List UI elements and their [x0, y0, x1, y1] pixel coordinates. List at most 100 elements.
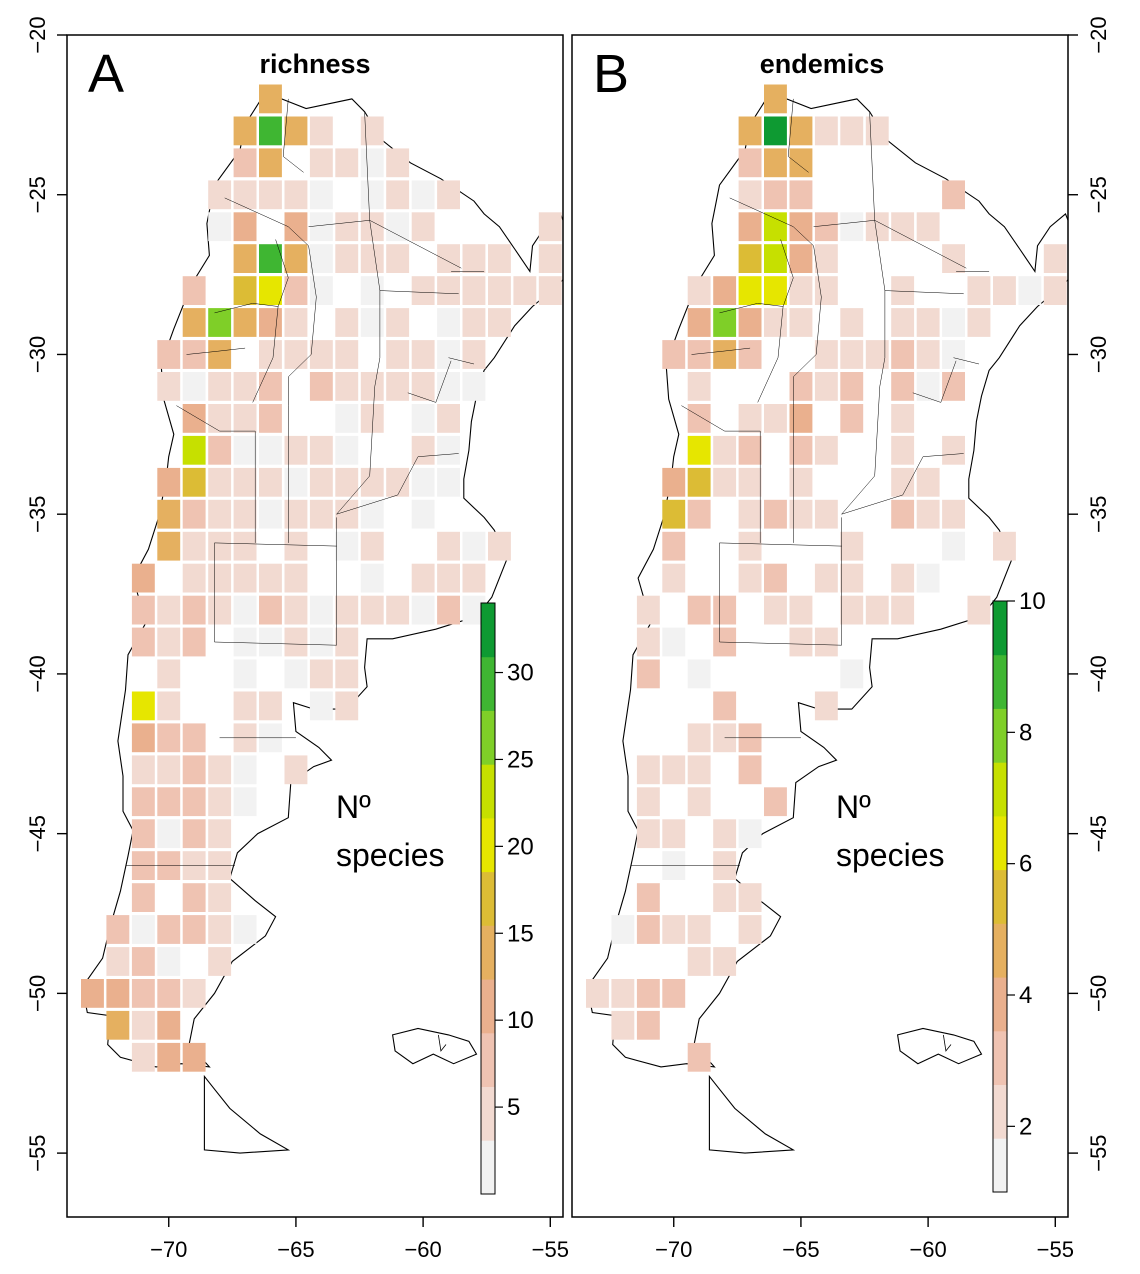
- grid-cell: [739, 436, 762, 465]
- grid-cell: [208, 532, 231, 561]
- colorbar-swatch: [481, 657, 495, 711]
- grid-cell: [285, 500, 308, 529]
- grid-cell: [259, 85, 282, 114]
- grid-cell: [285, 596, 308, 625]
- grid-cell: [285, 340, 308, 369]
- grid-cell: [891, 596, 914, 625]
- grid-cell: [688, 723, 711, 752]
- grid-cell: [463, 372, 486, 401]
- grid-cell: [891, 308, 914, 337]
- grid-cell: [790, 117, 813, 146]
- grid-cell: [463, 564, 486, 593]
- grid-cell: [942, 372, 965, 401]
- grid-cell: [891, 564, 914, 593]
- grid-cell: [132, 723, 155, 752]
- grid-cell: [891, 436, 914, 465]
- grid-cell: [713, 692, 736, 721]
- grid-cell: [713, 340, 736, 369]
- grid-cell: [662, 819, 685, 848]
- grid-cell: [259, 564, 282, 593]
- grid-cell: [764, 596, 787, 625]
- grid-cell: [713, 308, 736, 337]
- y-tick-label: −30: [1086, 336, 1111, 373]
- grid-cell: [208, 883, 231, 912]
- grid-cell: [437, 532, 460, 561]
- grid-cell: [662, 628, 685, 657]
- grid-cell: [183, 372, 206, 401]
- grid-cell: [310, 500, 333, 529]
- grid-cell: [234, 117, 257, 146]
- grid-cell: [285, 755, 308, 784]
- grid-cell: [866, 340, 889, 369]
- grid-cell: [208, 500, 231, 529]
- grid-cell: [183, 468, 206, 497]
- grid-cell: [437, 180, 460, 209]
- grid-cell: [891, 468, 914, 497]
- grid-cell: [310, 244, 333, 273]
- grid-cell: [662, 755, 685, 784]
- y-tick-label: −40: [1086, 655, 1111, 692]
- grid-cell: [208, 468, 231, 497]
- grid-cell: [361, 308, 384, 337]
- colorbar-label: 2: [1019, 1113, 1032, 1140]
- grid-cell: [611, 915, 634, 944]
- grid-cell: [234, 244, 257, 273]
- grid-cell: [790, 596, 813, 625]
- grid-cell: [386, 180, 409, 209]
- grid-cell: [1044, 276, 1067, 305]
- grid-cell: [361, 180, 384, 209]
- grid-cell: [739, 883, 762, 912]
- grid-cell: [183, 979, 206, 1008]
- grid-cell: [81, 979, 104, 1008]
- grid-cell: [891, 212, 914, 241]
- grid-cell: [891, 340, 914, 369]
- grid-cell: [968, 596, 991, 625]
- grid-cell: [234, 468, 257, 497]
- grid-cell: [815, 276, 838, 305]
- grid-cell: [790, 180, 813, 209]
- grid-cell: [1069, 244, 1092, 273]
- grid-cell: [815, 500, 838, 529]
- grid-cell: [157, 819, 180, 848]
- grid-cell: [437, 308, 460, 337]
- grid-cell: [183, 500, 206, 529]
- grid-cell: [132, 979, 155, 1008]
- grid-cell: [412, 596, 435, 625]
- y-tick-label: −40: [25, 655, 50, 692]
- y-tick-label: −50: [25, 975, 50, 1012]
- grid-cell: [739, 500, 762, 529]
- grid-cell: [688, 308, 711, 337]
- grid-cell: [361, 532, 384, 561]
- grid-cell: [183, 308, 206, 337]
- colorbar-swatch: [993, 1085, 1007, 1139]
- colorbar-swatch: [481, 1033, 495, 1087]
- grid-cell: [764, 787, 787, 816]
- grid-cell: [917, 308, 940, 337]
- grid-cell: [259, 308, 282, 337]
- grid-cell: [234, 180, 257, 209]
- falkland-islands: [393, 1029, 477, 1064]
- grid-cell: [1044, 244, 1067, 273]
- falklands-outline: [898, 1029, 982, 1064]
- grid-cell: [183, 628, 206, 657]
- grid-cell: [234, 596, 257, 625]
- grid-cell: [993, 276, 1016, 305]
- grid-cell: [412, 404, 435, 433]
- grid-cell: [183, 883, 206, 912]
- grid-cell: [310, 117, 333, 146]
- grid-cell: [183, 436, 206, 465]
- grid-cell: [234, 660, 257, 689]
- panel-endemics: B endemics Nº species 246810 −70 −65 −60 −5…: [572, 16, 1111, 1262]
- colorbar-swatch: [993, 1031, 1007, 1085]
- grid-cell: [437, 468, 460, 497]
- x-tick-label: −70: [655, 1237, 692, 1262]
- grid-cell: [157, 1011, 180, 1040]
- grid-cell: [234, 500, 257, 529]
- grid-cell: [412, 340, 435, 369]
- x-tick-label: −60: [404, 1237, 441, 1262]
- grid-cell: [285, 117, 308, 146]
- grid-cell: [437, 244, 460, 273]
- grid-cell: [335, 212, 358, 241]
- grid-cell: [310, 468, 333, 497]
- grid-cell: [739, 308, 762, 337]
